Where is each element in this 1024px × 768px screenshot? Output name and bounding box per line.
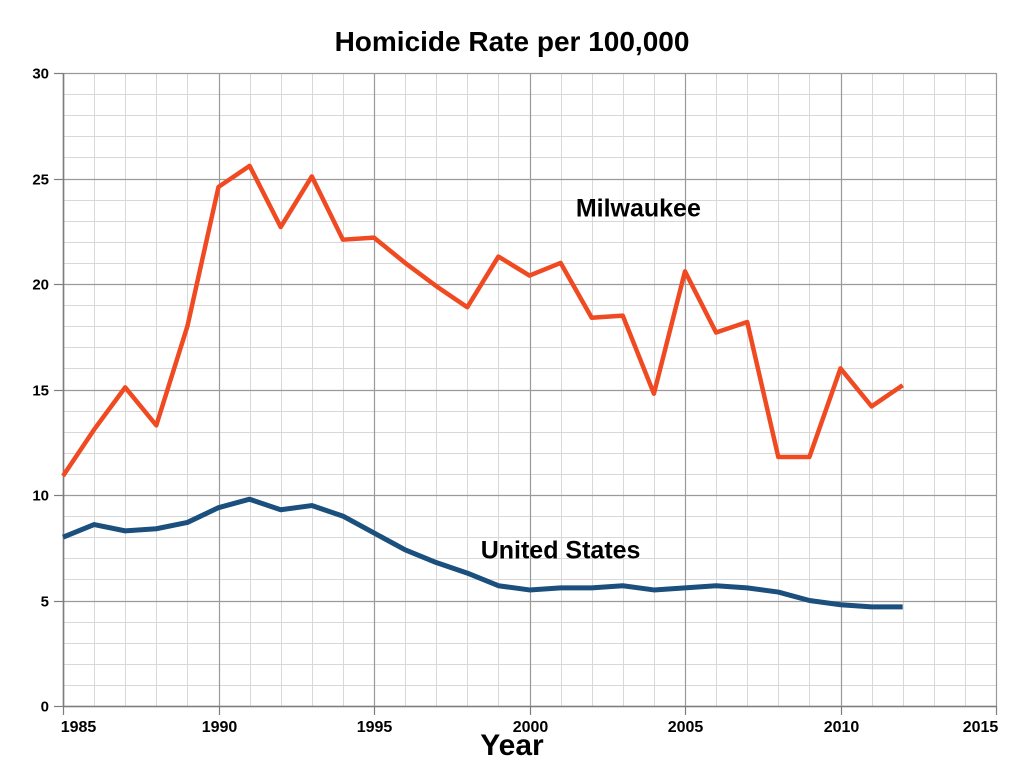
x-axis-tick-label: 1995: [357, 719, 393, 736]
y-axis-tick-label: 10: [32, 488, 49, 505]
x-axis-tick-label: 2005: [668, 719, 704, 736]
y-axis-tick-label: 30: [32, 66, 49, 83]
series-line-united-states: [62, 496, 903, 610]
x-axis-tick-label: 1990: [202, 719, 238, 736]
axis-tick-marks: [54, 72, 998, 715]
series-line-milwaukee: [61, 163, 904, 478]
series-label-milwaukee: Milwaukee: [576, 194, 701, 222]
y-axis-tick-label: 5: [41, 594, 49, 611]
series-label-united-states: United States: [481, 536, 641, 564]
y-axis-tick-label: 25: [32, 172, 49, 189]
x-axis-tick-label: 1985: [61, 719, 97, 736]
series-annotations: Milwaukee United States: [481, 194, 701, 564]
data-series-lines: [61, 163, 904, 610]
grid-major-lines: [62, 72, 998, 708]
y-axis-tick-label: 20: [32, 277, 49, 294]
y-axis-tick-labels: 0 5 10 15 20 25 30: [32, 66, 49, 716]
y-axis-tick-label: 15: [32, 383, 49, 400]
x-axis-label: Year: [480, 729, 544, 762]
axis-lines: [62, 73, 996, 708]
x-axis-tick-label: 2015: [963, 719, 999, 736]
x-axis-tick-label: 2000: [513, 719, 549, 736]
y-axis-tick-label: 0: [41, 699, 49, 716]
x-axis-tick-labels: 1985 1990 1995 2000 2005 2010 2015: [61, 719, 999, 736]
chart-title: Homicide Rate per 100,000: [334, 26, 690, 57]
x-axis-tick-label: 2010: [824, 719, 860, 736]
